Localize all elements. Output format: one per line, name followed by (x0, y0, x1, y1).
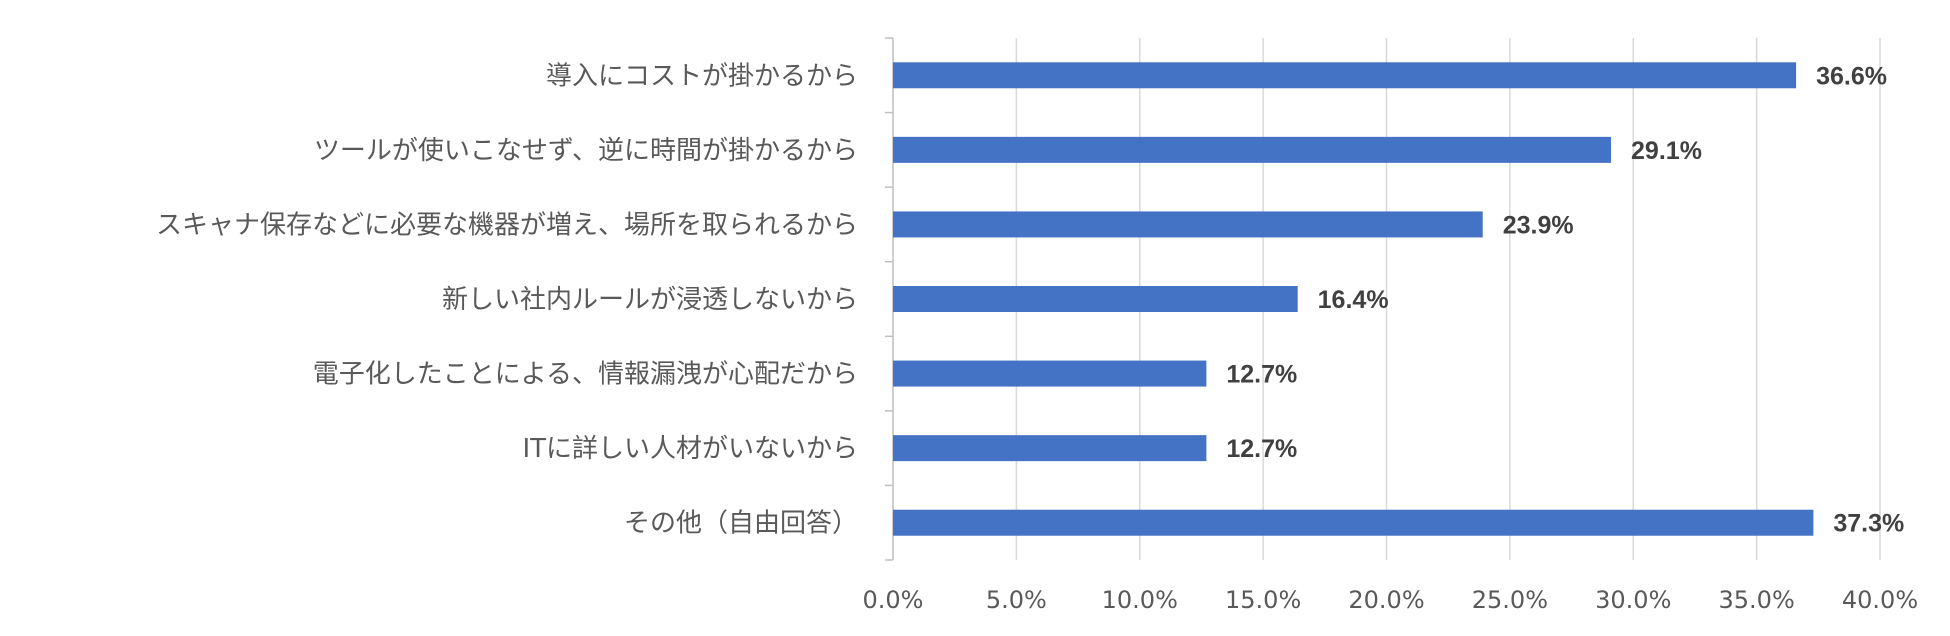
x-tick-label: 35.0% (1719, 586, 1795, 614)
bar (893, 136, 1612, 163)
data-label: 12.7% (1226, 435, 1297, 463)
bar (893, 435, 1207, 462)
category-label: 導入にコストが掛かるから (546, 61, 858, 91)
category-label: 新しい社内ルールが浸透しないから (442, 285, 858, 315)
data-label: 16.4% (1318, 286, 1389, 314)
category-label: ツールが使いこなせず、逆に時間が掛かるから (314, 136, 858, 166)
data-label: 37.3% (1833, 510, 1904, 538)
data-label: 29.1% (1631, 137, 1702, 165)
category-label: スキャナ保存などに必要な機器が増え、場所を取られるから (156, 210, 858, 240)
x-tick-label: 15.0% (1225, 586, 1301, 614)
x-tick-label: 0.0% (863, 586, 924, 614)
bar (893, 62, 1797, 89)
category-label: ITに詳しい人材がいないから (522, 434, 858, 464)
bar (893, 211, 1483, 238)
bar (893, 509, 1814, 536)
data-label: 12.7% (1226, 361, 1297, 389)
x-tick-label: 40.0% (1842, 586, 1918, 614)
category-label: 電子化したことによる、情報漏洩が心配だから (313, 360, 858, 390)
data-label: 36.6% (1816, 62, 1887, 90)
x-tick-label: 30.0% (1595, 586, 1671, 614)
x-tick-label: 5.0% (986, 586, 1047, 614)
bar (893, 286, 1298, 312)
x-tick-label: 10.0% (1102, 586, 1178, 614)
category-label: その他（自由回答） (624, 509, 858, 539)
bars (893, 62, 1814, 536)
x-tick-label: 20.0% (1348, 586, 1424, 614)
data-label: 23.9% (1503, 211, 1574, 239)
bar (893, 360, 1207, 387)
labels: 0.0% 5.0% 10.0% 15.0% 20.0% 25.0% 30.0% 35.0% 40… (156, 61, 1918, 614)
axes (885, 37, 894, 561)
x-tick-label: 25.0% (1472, 586, 1548, 614)
